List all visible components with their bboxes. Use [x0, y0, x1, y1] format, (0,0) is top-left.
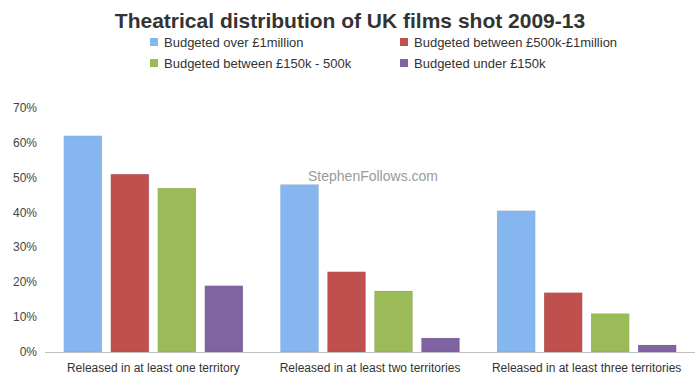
bar: [375, 291, 413, 352]
legend-entry: Budgeted over £1million: [150, 35, 303, 50]
legend-swatch: [400, 38, 408, 46]
bar: [544, 293, 582, 352]
legend-label: Budgeted over £1million: [164, 35, 303, 50]
chart: Theatrical distribution of UK films shot…: [0, 0, 700, 383]
legend-entry: Budgeted under £150k: [400, 56, 546, 71]
x-tick-label: Released in at least one territory: [67, 361, 240, 375]
y-tick-label: 60%: [13, 136, 37, 150]
watermark: StephenFollows.com: [308, 168, 438, 184]
legend-swatch: [150, 38, 158, 46]
x-tick-label: Released in at least three territories: [492, 361, 681, 375]
legend-label: Budgeted between £150k - 500k: [164, 56, 352, 71]
y-tick-label: 10%: [13, 310, 37, 324]
bar: [328, 272, 366, 352]
x-tick-label: Released in at least two territories: [280, 361, 461, 375]
bar: [111, 174, 149, 352]
bar: [158, 188, 196, 352]
legend-label: Budgeted under £150k: [414, 56, 546, 71]
y-tick-label: 30%: [13, 240, 37, 254]
bar: [205, 286, 243, 352]
y-tick-label: 20%: [13, 275, 37, 289]
y-tick-label: 70%: [13, 101, 37, 115]
y-tick-label: 40%: [13, 206, 37, 220]
bar: [64, 136, 102, 352]
bar: [422, 338, 460, 352]
legend-entry: Budgeted between £150k - 500k: [150, 56, 352, 71]
x-axis-line: [45, 352, 695, 353]
y-tick-label: 50%: [13, 171, 37, 185]
bar: [591, 314, 629, 352]
bar: [497, 211, 535, 352]
y-tick-label: 0%: [20, 345, 38, 359]
bars: [64, 136, 676, 352]
title: Theatrical distribution of UK films shot…: [115, 9, 585, 32]
legend-entry: Budgeted between £500k-£1million: [400, 35, 617, 50]
bar: [638, 345, 676, 352]
legend-label: Budgeted between £500k-£1million: [414, 35, 617, 50]
legend-swatch: [400, 59, 408, 67]
legend-swatch: [150, 59, 158, 67]
bar: [281, 185, 319, 352]
